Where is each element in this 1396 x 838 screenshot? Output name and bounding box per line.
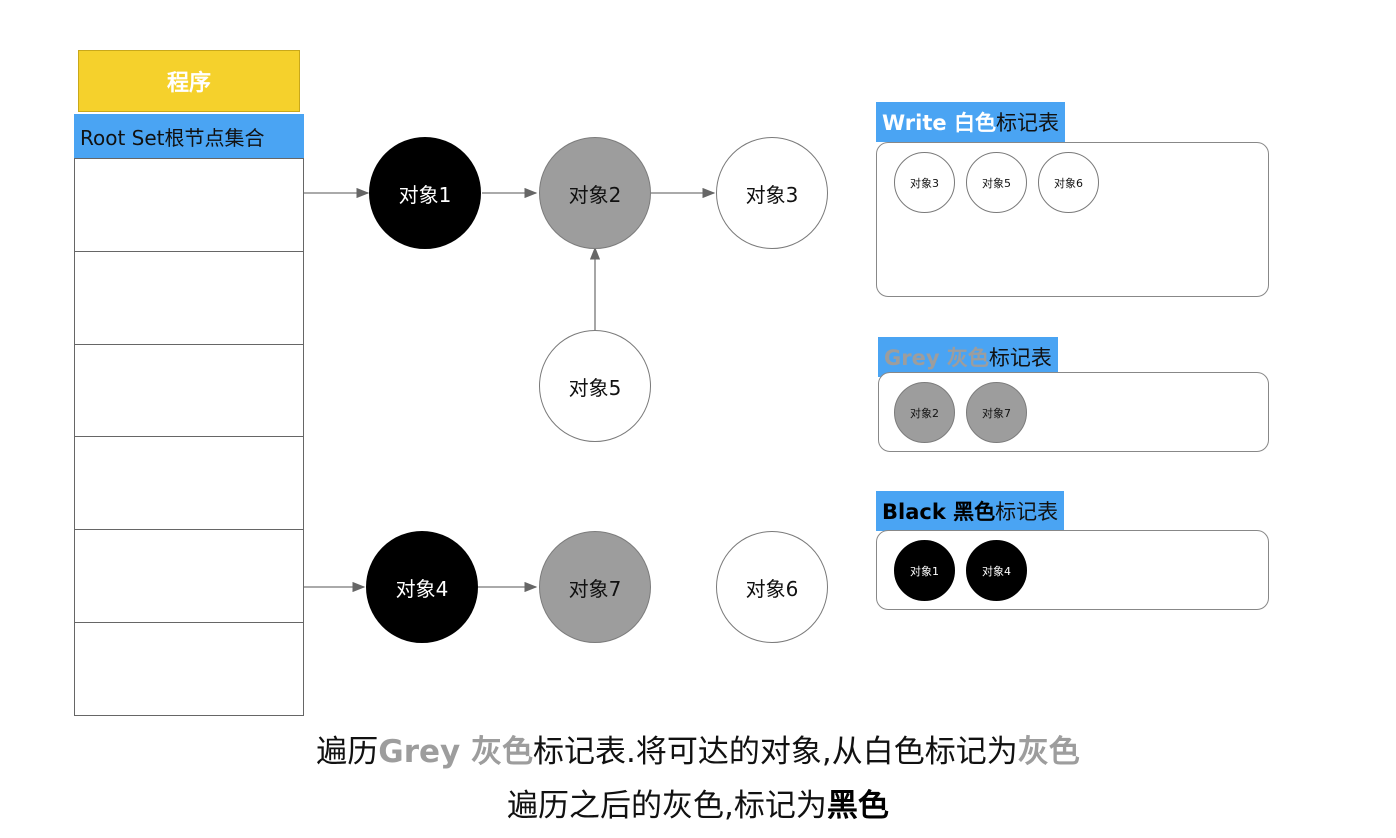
grey-table-item: 对象7 [966,382,1027,443]
caption-line-2: 遍历之后的灰色,标记为黑色 [0,780,1396,825]
black-table-item: 对象1 [894,540,955,601]
root-set-row [75,436,303,437]
node-obj1: 对象1 [369,137,481,249]
program-header: 程序 [78,50,300,112]
root-set-label: Root Set根节点集合 [74,114,304,158]
node-obj5: 对象5 [539,330,651,442]
root-set-row [75,251,303,252]
root-set-row [75,622,303,623]
white-table-item: 对象6 [1038,152,1099,213]
caption-line-1: 遍历Grey 灰色标记表.将可达的对象,从白色标记为灰色 [0,726,1396,771]
black-table-item: 对象4 [966,540,1027,601]
program-label: 程序 [167,65,211,97]
grey-table-label: Grey 灰色标记表 [878,337,1058,377]
node-obj7: 对象7 [539,531,651,643]
white-table-item: 对象5 [966,152,1027,213]
root-set-row [75,529,303,530]
node-obj2: 对象2 [539,137,651,249]
black-table-label: Black 黑色标记表 [876,491,1064,531]
grey-table-item: 对象2 [894,382,955,443]
root-set-stack [74,158,304,716]
node-obj4: 对象4 [366,531,478,643]
node-obj6: 对象6 [716,531,828,643]
white-table-item: 对象3 [894,152,955,213]
node-obj3: 对象3 [716,137,828,249]
white-table-label: Write 白色标记表 [876,102,1065,142]
root-set-row [75,344,303,345]
